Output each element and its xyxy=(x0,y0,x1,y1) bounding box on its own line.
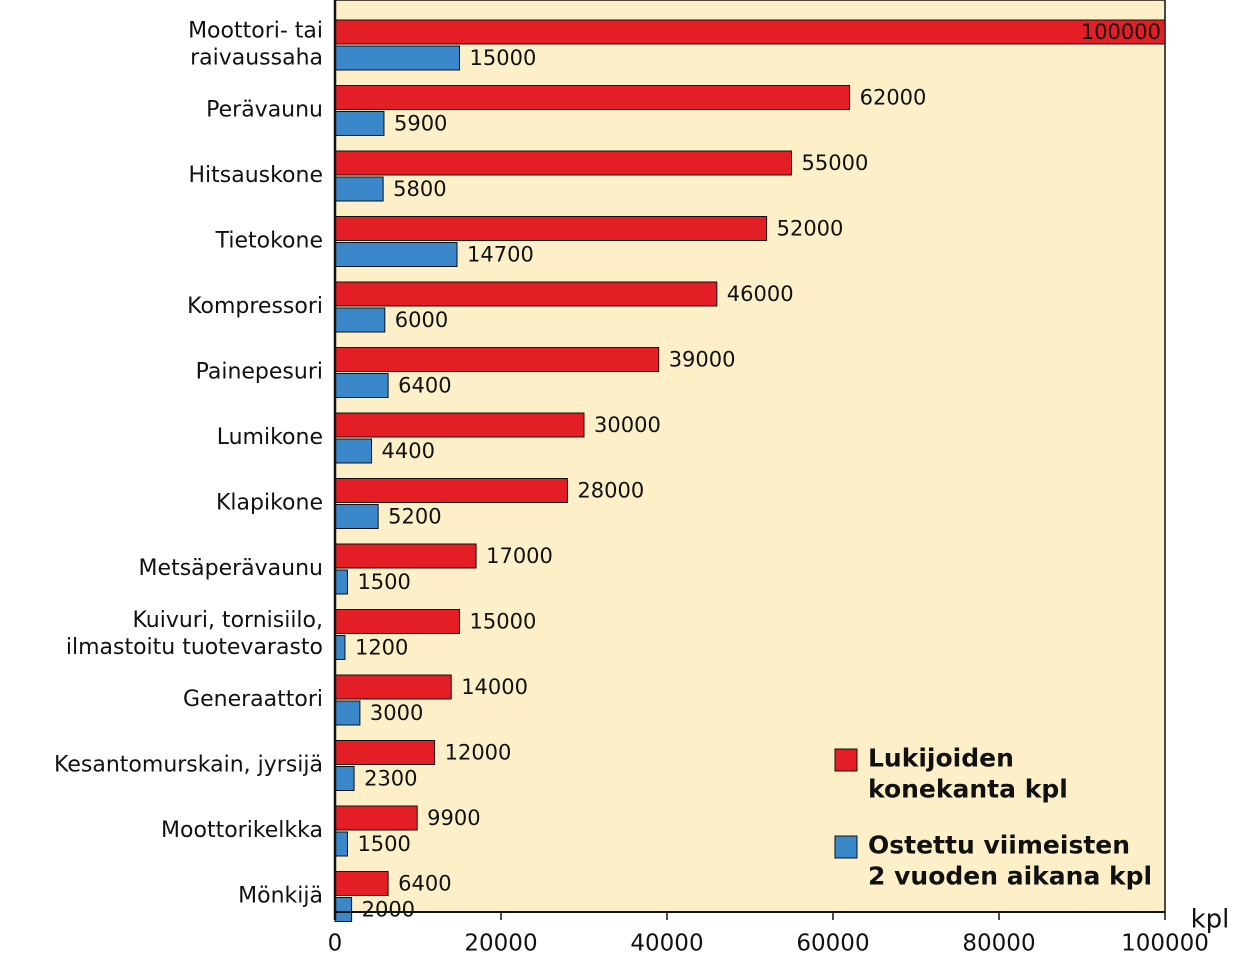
legend-label: Lukijoiden konekanta kpl xyxy=(868,744,1068,804)
bar xyxy=(334,373,389,398)
bar xyxy=(334,242,458,267)
bar xyxy=(334,609,460,634)
value-label: 12000 xyxy=(445,741,512,765)
bar xyxy=(334,805,418,831)
value-label: 2300 xyxy=(364,767,417,791)
bar xyxy=(334,635,346,660)
value-label: 6400 xyxy=(398,374,451,398)
bar xyxy=(334,307,386,333)
value-label: 6000 xyxy=(395,308,448,332)
value-label: 2000 xyxy=(362,898,415,922)
category-label: Mönkijä xyxy=(238,884,323,909)
x-tick-label: 100000 xyxy=(1121,931,1209,957)
category-label: Perävaunu xyxy=(206,98,323,123)
x-tick-label: 60000 xyxy=(796,931,869,957)
legend-label: Ostettu viimeisten 2 vuoden aikana kpl xyxy=(868,831,1152,891)
bar xyxy=(334,674,452,700)
bar xyxy=(334,740,436,765)
category-label: Moottorikelkka xyxy=(161,818,323,843)
category-label: Klapikone xyxy=(216,491,323,516)
category-label: Kuivuri, tornisiilo, ilmastoitu tuotevara… xyxy=(66,608,323,660)
category-label: Kesantomurskain, jyrsijä xyxy=(54,753,323,778)
category-label: Kompressori xyxy=(187,294,323,319)
category-label: Lumikone xyxy=(217,425,323,450)
category-label: Hitsauskone xyxy=(188,163,323,188)
category-label: Metsäperävaunu xyxy=(139,556,323,581)
bar xyxy=(334,412,585,438)
value-label: 28000 xyxy=(577,479,644,503)
value-label: 6400 xyxy=(398,872,451,896)
legend-swatch xyxy=(834,835,858,859)
category-label: Painepesuri xyxy=(196,360,323,385)
value-label: 5900 xyxy=(394,112,447,136)
value-label: 55000 xyxy=(802,151,869,175)
x-tick-label: 80000 xyxy=(962,931,1035,957)
bar xyxy=(334,216,768,241)
value-label: 15000 xyxy=(470,46,537,70)
value-label: 100000 xyxy=(1081,20,1161,44)
value-label: 9900 xyxy=(427,806,480,830)
value-label: 1500 xyxy=(357,570,410,594)
bar xyxy=(334,871,389,896)
value-label: 14000 xyxy=(461,675,528,699)
category-label: Tietokone xyxy=(215,229,323,254)
x-tick-label: 40000 xyxy=(630,931,703,957)
x-axis-label: kpl xyxy=(1191,905,1230,935)
bar xyxy=(334,111,385,136)
bar xyxy=(334,45,460,71)
value-label: 17000 xyxy=(486,544,553,568)
value-label: 3000 xyxy=(370,701,423,725)
value-label: 52000 xyxy=(777,217,844,241)
x-tick-label: 20000 xyxy=(464,931,537,957)
value-label: 4400 xyxy=(382,439,435,463)
bar xyxy=(334,438,373,464)
value-label: 1500 xyxy=(357,832,410,856)
bar xyxy=(334,897,353,922)
bar xyxy=(334,19,1166,45)
value-label: 5800 xyxy=(393,177,446,201)
value-label: 30000 xyxy=(594,413,661,437)
bar xyxy=(334,150,792,176)
legend-swatch xyxy=(834,748,858,772)
value-label: 62000 xyxy=(860,86,927,110)
bar xyxy=(334,569,348,595)
category-label: Moottori- tai raivaussaha xyxy=(188,19,323,71)
bar xyxy=(334,766,355,791)
value-label: 46000 xyxy=(727,282,794,306)
value-label: 5200 xyxy=(388,505,441,529)
bar xyxy=(334,85,851,110)
bar xyxy=(334,176,384,202)
bar xyxy=(334,281,718,307)
bar xyxy=(334,478,568,503)
value-label: 1200 xyxy=(355,636,408,660)
value-label: 39000 xyxy=(669,348,736,372)
x-tick-label: 0 xyxy=(328,931,343,957)
category-label: Generaattori xyxy=(183,687,323,712)
value-label: 15000 xyxy=(470,610,537,634)
bar xyxy=(334,831,348,857)
bar xyxy=(334,347,660,372)
bar xyxy=(334,504,379,529)
value-label: 14700 xyxy=(467,243,534,267)
bar xyxy=(334,543,477,569)
bar xyxy=(334,700,361,726)
